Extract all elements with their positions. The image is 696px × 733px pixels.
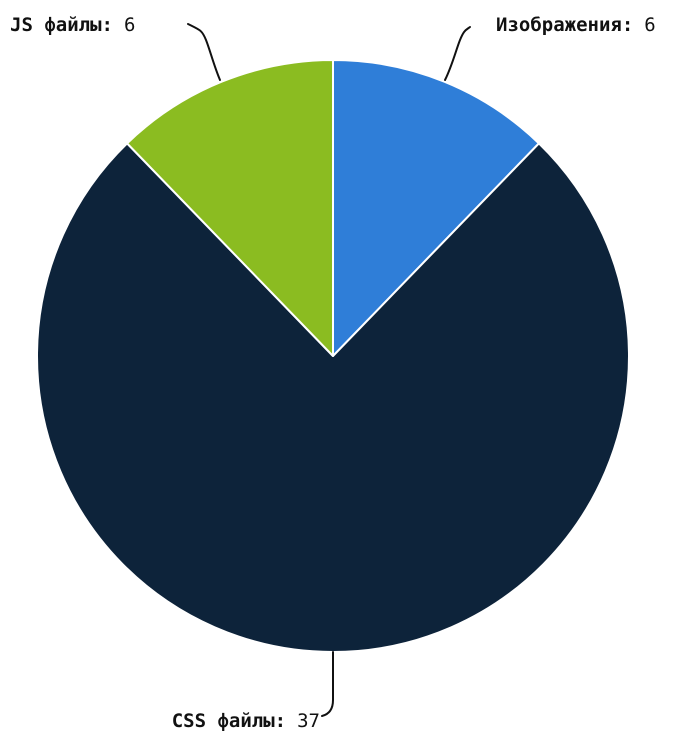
data-label-изображения: Изображения: 6 [496, 14, 656, 36]
data-label-name: CSS файлы [172, 710, 276, 732]
data-label-name: Изображения [496, 14, 622, 36]
data-label-js-файлы: JS файлы: 6 [10, 14, 135, 36]
pie-slice-js-файлы[interactable] [126, 59, 334, 357]
data-label-separator: : [622, 14, 633, 36]
data-label-value: 6 [644, 14, 655, 36]
pie-slice-изображения[interactable] [332, 59, 540, 357]
data-label-separator: : [275, 710, 286, 732]
leader-line-изображения [444, 26, 471, 81]
pie-slices [36, 59, 630, 654]
data-label-value: 37 [297, 710, 320, 732]
data-label-name: JS файлы [10, 14, 102, 36]
leader-line-css-файлы [321, 651, 334, 717]
data-label-separator: : [102, 14, 113, 36]
pie-leader-lines [187, 23, 471, 717]
leader-line-js-файлы [187, 23, 221, 81]
data-label-css-файлы: CSS файлы: 37 [172, 710, 320, 732]
data-label-value: 6 [124, 14, 135, 36]
